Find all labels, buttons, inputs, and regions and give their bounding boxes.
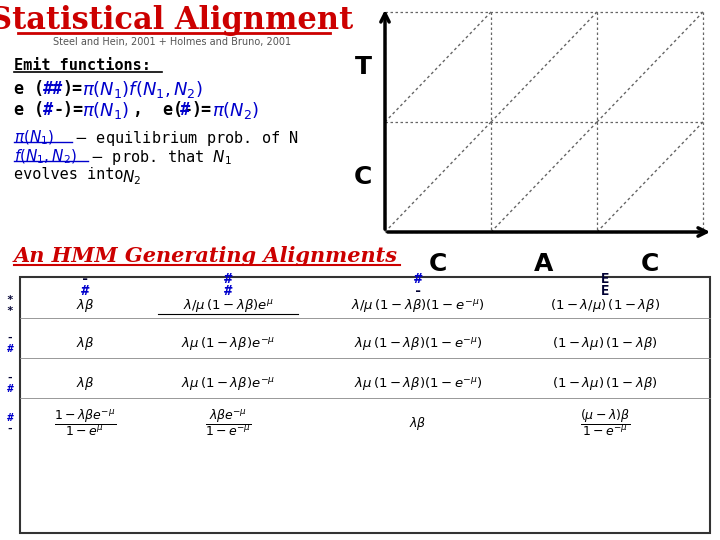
Text: C: C (354, 165, 372, 189)
Text: $(1-\lambda\mu)\,(1-\lambda\beta)$: $(1-\lambda\mu)\,(1-\lambda\beta)$ (552, 334, 658, 352)
Text: C: C (429, 252, 447, 276)
Text: -: - (6, 333, 14, 343)
Text: -: - (6, 373, 14, 383)
Text: #: # (224, 284, 232, 298)
Text: #: # (180, 101, 190, 119)
Text: #: # (6, 413, 14, 423)
Text: e (: e ( (14, 80, 44, 98)
Text: E: E (600, 272, 609, 286)
Text: #: # (414, 272, 422, 286)
Text: #: # (43, 101, 53, 119)
Text: $\pi(N_2)$: $\pi(N_2)$ (212, 100, 259, 121)
Text: -: - (414, 284, 422, 298)
Text: #: # (6, 344, 14, 354)
Text: $\lambda\beta$: $\lambda\beta$ (76, 375, 94, 392)
Bar (20, 277, 710, 533)
Text: -: - (6, 424, 14, 434)
Text: #: # (224, 272, 232, 286)
Text: $N_2$: $N_2$ (122, 168, 141, 187)
Text: evolves into: evolves into (14, 167, 132, 182)
Text: T: T (354, 55, 372, 79)
Text: #: # (6, 384, 14, 394)
Text: -: - (81, 272, 89, 286)
Text: $\dfrac{1-\lambda\beta e^{-\mu}}{1-e^{\mu}}$: $\dfrac{1-\lambda\beta e^{-\mu}}{1-e^{\m… (54, 408, 116, 438)
Text: -)=: -)= (53, 101, 83, 119)
Text: )=: )= (191, 101, 211, 119)
Text: E: E (600, 284, 609, 298)
Text: $\lambda/\mu\,(1-\lambda\beta)(1-e^{-\mu})$: $\lambda/\mu\,(1-\lambda\beta)(1-e^{-\mu… (351, 296, 485, 314)
Text: ##: ## (43, 80, 63, 98)
Text: #: # (81, 284, 89, 298)
Text: An HMM Generating Alignments: An HMM Generating Alignments (14, 246, 398, 266)
Text: $\pi(N_1)$: $\pi(N_1)$ (82, 100, 130, 121)
Text: $(1-\lambda/\mu)\,(1-\lambda\beta)$: $(1-\lambda/\mu)\,(1-\lambda\beta)$ (550, 296, 660, 314)
Text: Emit functions:: Emit functions: (14, 58, 151, 73)
Text: $\lambda\beta$: $\lambda\beta$ (76, 334, 94, 352)
Text: *: * (6, 295, 14, 305)
Text: $\dfrac{(\mu-\lambda)\beta}{1-e^{-\mu}}$: $\dfrac{(\mu-\lambda)\beta}{1-e^{-\mu}}$ (580, 408, 630, 438)
Text: $\pi(N_1)f(N_1,N_2)$: $\pi(N_1)f(N_1,N_2)$ (82, 79, 203, 100)
Text: Steel and Hein, 2001 + Holmes and Bruno, 2001: Steel and Hein, 2001 + Holmes and Bruno,… (53, 37, 291, 47)
Text: $\lambda\mu\,(1-\lambda\beta)(1-e^{-\mu})$: $\lambda\mu\,(1-\lambda\beta)(1-e^{-\mu}… (354, 334, 482, 352)
Text: A: A (534, 252, 554, 276)
Text: $\pi(N_1)$: $\pi(N_1)$ (14, 129, 54, 147)
Text: C: C (641, 252, 660, 276)
Text: $\lambda\mu\,(1-\lambda\beta)e^{-\mu}$: $\lambda\mu\,(1-\lambda\beta)e^{-\mu}$ (181, 334, 275, 352)
Text: ,  e(-: , e(- (133, 101, 193, 119)
Text: $\lambda\mu\,(1-\lambda\beta)(1-e^{-\mu})$: $\lambda\mu\,(1-\lambda\beta)(1-e^{-\mu}… (354, 375, 482, 392)
Text: *: * (6, 306, 14, 316)
Text: $\dfrac{\lambda\beta e^{-\mu}}{1-e^{-\mu}}$: $\dfrac{\lambda\beta e^{-\mu}}{1-e^{-\mu… (204, 408, 251, 438)
Text: )=: )= (62, 80, 82, 98)
Text: $\lambda\beta$: $\lambda\beta$ (76, 296, 94, 314)
Text: $\lambda\beta$: $\lambda\beta$ (409, 415, 427, 431)
Text: $\lambda\mu\,(1-\lambda\beta)e^{-\mu}$: $\lambda\mu\,(1-\lambda\beta)e^{-\mu}$ (181, 375, 275, 392)
Text: $(1-\lambda\mu)\,(1-\lambda\beta)$: $(1-\lambda\mu)\,(1-\lambda\beta)$ (552, 375, 658, 392)
Text: $-$ equilibrium prob. of N: $-$ equilibrium prob. of N (74, 129, 299, 148)
Text: $-$ prob. that $N_1$: $-$ prob. that $N_1$ (90, 148, 232, 167)
Text: $\lambda/\mu\,(1-\lambda\beta)e^{\mu}$: $\lambda/\mu\,(1-\lambda\beta)e^{\mu}$ (182, 296, 274, 314)
Text: $f(N_1,N_2)$: $f(N_1,N_2)$ (14, 148, 77, 166)
Text: Statistical Alignment: Statistical Alignment (0, 5, 354, 36)
Text: e (: e ( (14, 101, 44, 119)
